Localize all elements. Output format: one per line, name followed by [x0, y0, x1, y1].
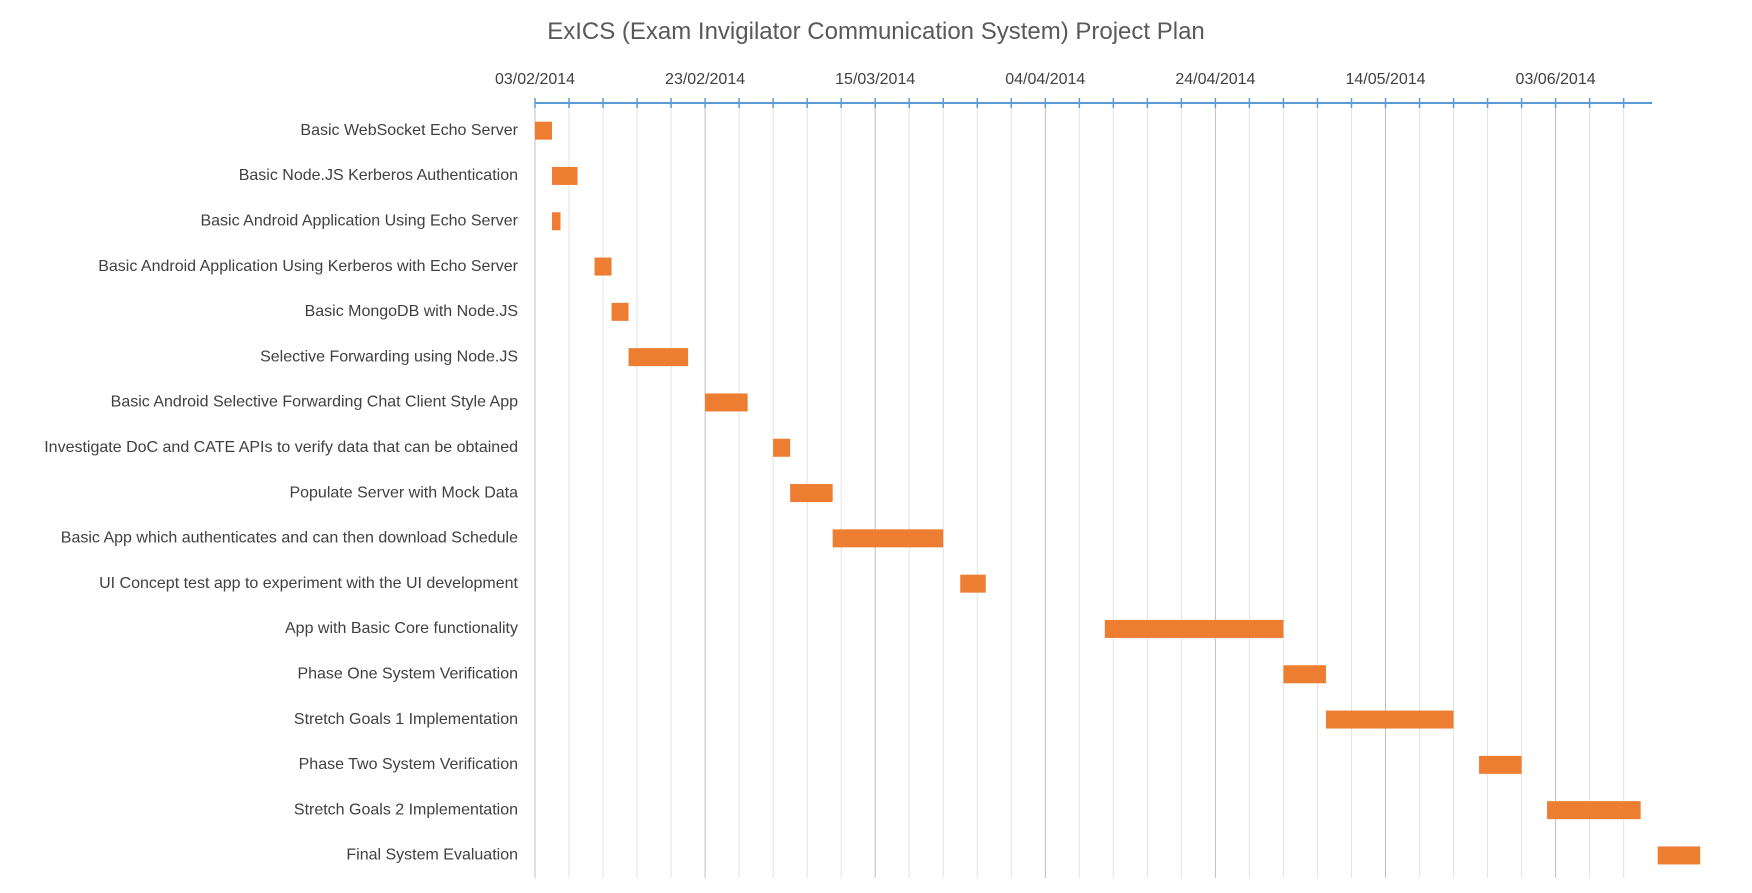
task-label: Basic MongoDB with Node.JS [305, 303, 518, 320]
task-bar [705, 393, 748, 412]
chart-title: ExICS (Exam Invigilator Communication Sy… [547, 18, 1205, 45]
task-label: Basic WebSocket Echo Server [300, 122, 518, 139]
task-bar [1325, 710, 1454, 729]
task-label: Phase Two System Verification [299, 756, 518, 773]
task-bar [790, 484, 833, 503]
task-label: Investigate DoC and CATE APIs to verify … [44, 439, 518, 456]
x-tick-label: 04/04/2014 [1005, 71, 1085, 88]
task-labels: Basic WebSocket Echo Server Basic Node.JS… [44, 122, 518, 864]
x-tick-label: 14/05/2014 [1345, 71, 1425, 88]
task-label: App with Basic Core functionality [285, 620, 518, 637]
task-bar [535, 121, 553, 140]
task-bar [628, 348, 689, 367]
x-tick-label: 23/02/2014 [665, 71, 745, 88]
task-label: Basic Android Selective Forwarding Chat … [111, 394, 518, 411]
gridlines [534, 103, 1625, 878]
task-label: UI Concept test app to experiment with t… [99, 575, 518, 592]
task-bar [832, 529, 944, 548]
x-tick-label: 24/04/2014 [1175, 71, 1255, 88]
x-tick-label: 03/02/2014 [495, 71, 575, 88]
task-bar [1479, 755, 1522, 774]
task-label: Populate Server with Mock Data [289, 484, 518, 501]
task-bar [552, 212, 561, 231]
task-label: Basic Android Application Using Kerberos… [98, 258, 518, 275]
x-tick-label: 15/03/2014 [835, 71, 915, 88]
task-bar [1547, 801, 1641, 820]
task-label: Stretch Goals 2 Implementation [294, 801, 518, 818]
task-label: Phase One System Verification [297, 665, 518, 682]
task-bar [1657, 846, 1701, 865]
task-bar [1104, 619, 1284, 638]
task-label: Basic Node.JS Kerberos Authentication [239, 167, 518, 184]
task-bar [594, 257, 612, 276]
task-label: Final System Evaluation [346, 847, 518, 864]
x-tick-label: 03/06/2014 [1516, 71, 1596, 88]
task-label: Basic App which authenticates and can th… [61, 530, 518, 547]
task-label: Stretch Goals 1 Implementation [294, 711, 518, 728]
date-axis: 03/02/2014 23/02/2014 15/03/2014 04/04/2014… [495, 71, 1653, 108]
task-bar [773, 438, 791, 457]
task-bar [611, 302, 629, 321]
task-bars [535, 121, 1701, 865]
task-label: Selective Forwarding using Node.JS [260, 348, 518, 365]
task-label: Basic Android Application Using Echo Ser… [200, 212, 518, 229]
task-bar [552, 166, 578, 185]
task-bar [1283, 665, 1326, 684]
task-bar [960, 574, 986, 593]
